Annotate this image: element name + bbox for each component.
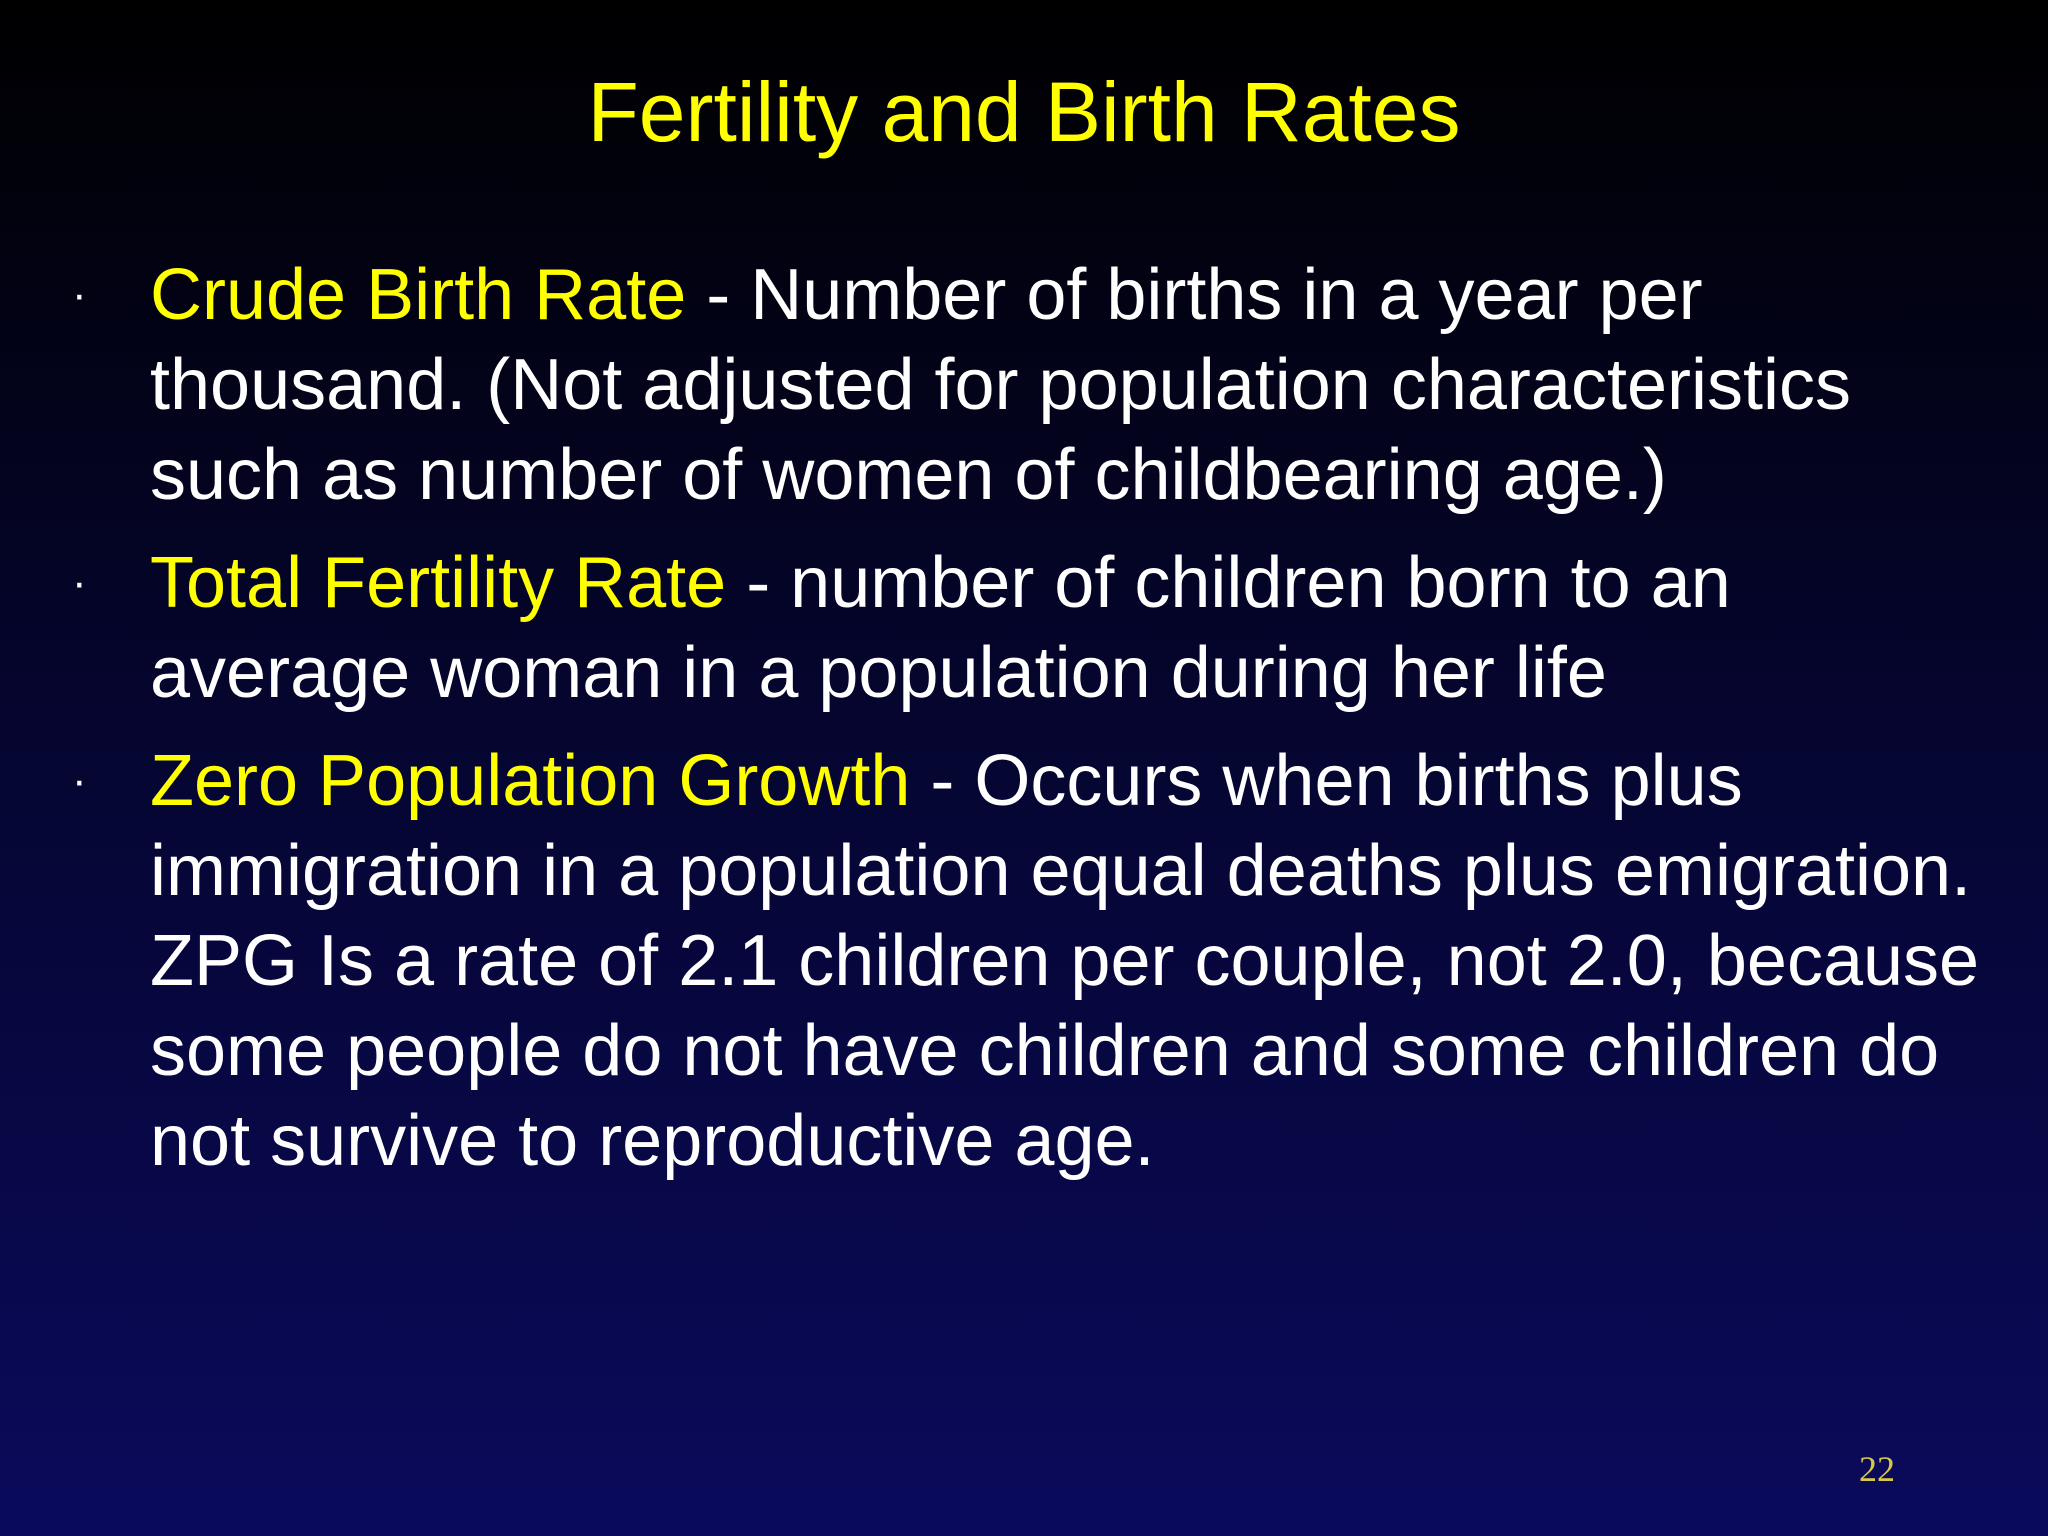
page-number: 22 <box>1859 1449 1895 1489</box>
bullet-dot-icon: · <box>72 270 87 319</box>
bullet-dot-icon: · <box>72 756 87 805</box>
bullet-item-total-fertility-rate: · Total Fertility Rate - number of child… <box>0 538 2048 718</box>
bullet-list: · Crude Birth Rate - Number of births in… <box>0 250 2048 1186</box>
bullet-term: Total Fertility Rate <box>150 543 727 623</box>
bullet-definition: - Occurs when births plus immigration in… <box>150 741 1980 1181</box>
bullet-definition: - Number of births in a year per thousan… <box>150 255 1851 515</box>
bullet-item-crude-birth-rate: · Crude Birth Rate - Number of births in… <box>0 250 2048 520</box>
bullet-term: Zero Population Growth <box>150 741 911 821</box>
slide-title: Fertility and Birth Rates <box>587 65 1461 159</box>
bullet-item-zero-population-growth: · Zero Population Growth - Occurs when b… <box>0 736 2048 1186</box>
bullet-definition: - number of children born to an average … <box>150 543 1731 713</box>
bullet-dot-icon: · <box>72 558 87 607</box>
bullet-term: Crude Birth Rate <box>150 255 687 335</box>
